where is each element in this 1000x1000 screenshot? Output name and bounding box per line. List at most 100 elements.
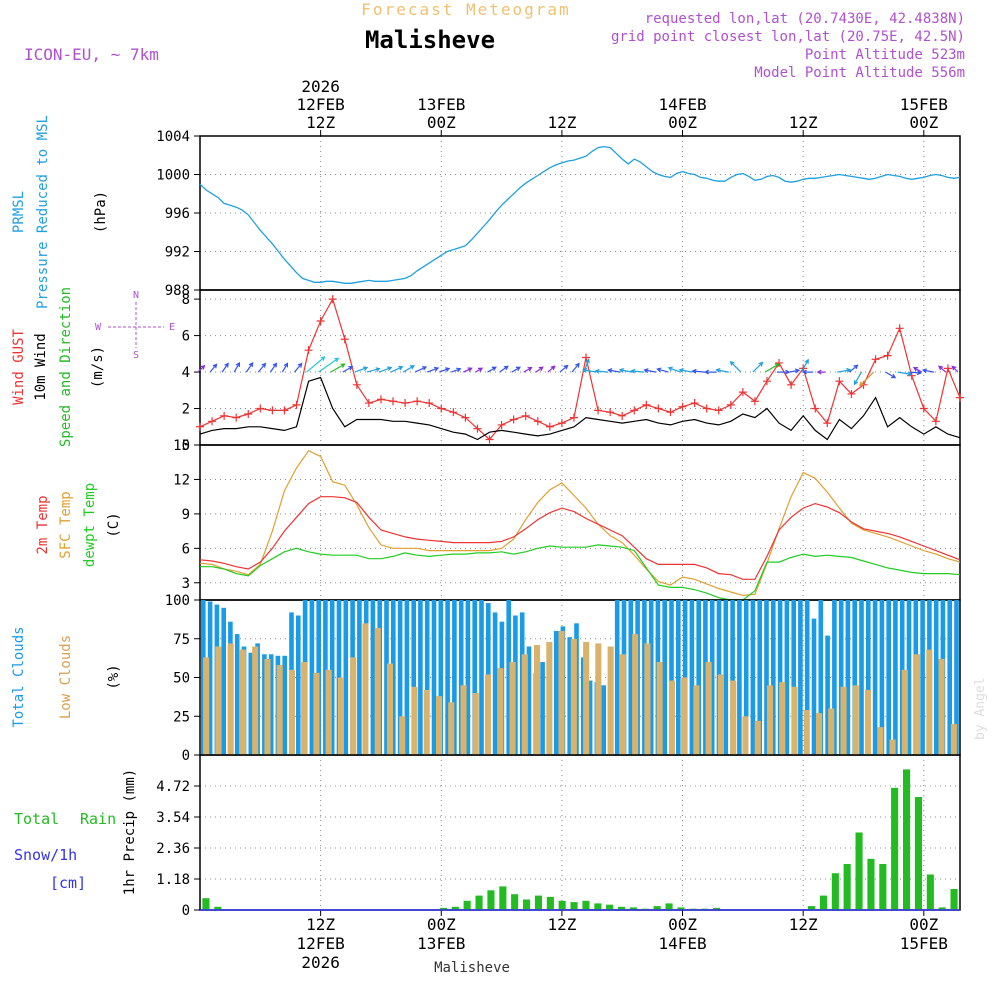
wind-direction-arrow — [788, 368, 801, 374]
y-tick-label: 1.18 — [156, 872, 190, 888]
low-clouds-label: Low Clouds — [58, 635, 74, 719]
top-tick-label: 12Z — [789, 113, 818, 132]
total-cloud-bar — [452, 600, 457, 755]
low-cloud-bar — [252, 646, 259, 755]
total-cloud-bar — [737, 600, 742, 755]
total-cloud-bar — [248, 652, 254, 755]
gust-marker — [738, 388, 747, 397]
total-cloud-bar — [838, 600, 844, 755]
wind-direction-arrow — [402, 365, 415, 373]
y-tick-label: 3.54 — [156, 810, 190, 826]
total-cloud-bar — [893, 600, 898, 755]
compass-w: W — [95, 322, 102, 333]
total-cloud-bar — [696, 600, 701, 755]
gust-marker — [726, 400, 735, 409]
total-cloud-bar — [750, 600, 756, 755]
gust-marker — [485, 435, 494, 444]
gust-marker — [389, 397, 398, 406]
top-tick-label: 14FEB — [658, 95, 706, 114]
wind-direction-arrow — [439, 367, 451, 373]
gust-marker — [401, 399, 410, 408]
wind-direction-arrow — [342, 365, 354, 373]
total-cloud-bar — [743, 600, 749, 755]
gust-marker — [413, 397, 422, 406]
gust-marker — [256, 404, 265, 413]
total-cloud-bar — [296, 615, 301, 755]
wind-direction-arrow — [294, 362, 303, 373]
low-cloud-bar — [950, 724, 957, 755]
precip-unit-label: 1hr Precip (mm) — [122, 769, 138, 895]
low-cloud-bar — [534, 645, 541, 755]
total-cloud-bar — [906, 600, 912, 755]
gust-marker — [956, 393, 964, 402]
rain-bar — [439, 907, 447, 910]
total-cloud-bar — [553, 631, 559, 755]
low-cloud-bar — [816, 713, 823, 755]
gust-marker — [714, 406, 723, 415]
gust-marker — [775, 358, 784, 367]
total-cloud-bar — [384, 600, 389, 755]
low-cloud-bar — [619, 654, 626, 756]
prmsl-line — [199, 145, 961, 284]
y-tick-label: 25 — [173, 709, 190, 725]
gust-marker — [328, 295, 337, 304]
footer-location: Malisheve — [434, 960, 510, 976]
low-cloud-bar — [595, 643, 602, 755]
gust-marker — [497, 420, 506, 429]
total-cloud-bar — [723, 600, 729, 755]
gust-marker — [811, 404, 820, 413]
gust-marker — [280, 406, 289, 415]
gust-marker — [244, 410, 253, 418]
wind-direction-arrow — [197, 364, 206, 373]
credit-watermark: by Angel — [973, 677, 988, 740]
wind-panel: 0 2 4 6 8 — [182, 289, 964, 454]
total-cloud-bar — [662, 600, 667, 755]
wind-direction-arrow — [800, 358, 809, 373]
precip-cm-label: [cm] — [50, 874, 86, 892]
grid-point-coords: grid point closest lon,lat (20.75E, 42.5… — [611, 29, 965, 45]
y-tick-label: 8 — [182, 292, 190, 308]
total-cloud-bar — [920, 600, 925, 755]
total-cloud-bar — [411, 600, 416, 755]
low-cloud-bar — [852, 685, 859, 756]
total-cloud-bar — [465, 600, 471, 755]
low-cloud-bar — [350, 657, 357, 755]
total-cloud-bar — [391, 600, 396, 755]
low-cloud-bar — [497, 668, 504, 755]
y-tick-label: 2.36 — [156, 841, 190, 857]
wind-direction-arrow — [414, 366, 428, 373]
wind-direction-arrow — [912, 366, 923, 373]
total-cloud-bar — [329, 600, 335, 755]
gust-marker — [521, 411, 530, 420]
total-cloud-bar — [832, 600, 837, 755]
rain-bar — [618, 906, 626, 910]
low-cloud-bar — [803, 710, 810, 755]
total-cloud-bar — [282, 655, 287, 755]
total-cloud-bar — [703, 600, 708, 755]
total-cloud-bar — [424, 600, 430, 755]
top-tick-label: 13FEB — [417, 95, 465, 114]
low-cloud-bar — [742, 716, 749, 756]
wind-direction-arrow — [715, 368, 729, 373]
rain-bar — [808, 906, 816, 910]
rain-bar — [475, 895, 483, 910]
low-cloud-bar — [558, 631, 565, 755]
rain-bar — [594, 903, 602, 910]
gust-line — [199, 297, 961, 441]
bottom-tick-label: 14FEB — [658, 934, 706, 953]
bottom-tick-label: 2026 — [301, 953, 340, 972]
total-cloud-bar — [954, 600, 959, 755]
top-tick-label: 2026 — [301, 77, 340, 96]
total-clouds-label: Total Clouds — [11, 626, 27, 727]
gust-marker — [292, 400, 301, 409]
gust-marker — [666, 408, 675, 417]
low-cloud-bar — [901, 669, 908, 756]
wind-direction-arrow — [667, 366, 681, 373]
top-tick-label: 12Z — [547, 113, 576, 132]
total-cloud-bar — [852, 600, 857, 755]
low-cloud-bar — [325, 669, 332, 756]
y-tick-label: 996 — [165, 206, 190, 222]
temperature-panel: 3 6 9 12 15 — [173, 438, 961, 601]
